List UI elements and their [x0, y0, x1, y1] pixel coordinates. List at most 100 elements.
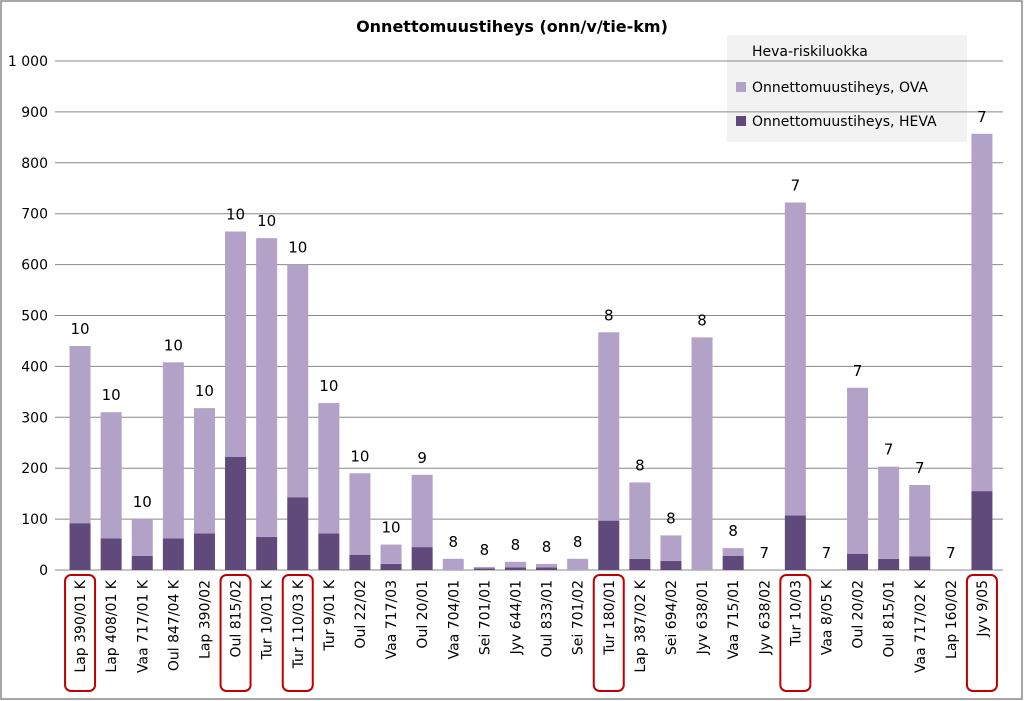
highlight-box [281, 574, 314, 692]
x-tick-label: Oul 815/02 [229, 580, 245, 658]
bar-segment [69, 523, 91, 570]
y-tick-label: 0 [39, 563, 48, 579]
bar-segment [722, 555, 744, 570]
bar-segment [598, 332, 620, 521]
x-tick-label: Lap 408/01 K [104, 579, 120, 672]
legend-label: Onnettomuustiheys, OVA [752, 80, 928, 96]
bar-segment [380, 544, 402, 564]
bar-segment [442, 558, 464, 570]
bar-segment [971, 491, 993, 570]
x-tick-label: Jyv 638/02 [757, 580, 773, 655]
risk-class-label: 7 [977, 108, 987, 126]
x-tick-label: Jyv 644/01 [508, 580, 524, 655]
risk-class-label: 8 [542, 538, 552, 556]
risk-class-label: 8 [635, 456, 645, 474]
bar-segment [504, 561, 526, 568]
risk-class-label: 10 [226, 206, 245, 224]
y-tick-label: 500 [21, 309, 48, 325]
risk-class-label: 7 [853, 362, 863, 380]
bar-segment [349, 554, 371, 570]
bar-segment [909, 556, 931, 570]
bar-segment [971, 133, 993, 492]
bar-segment [878, 558, 900, 570]
risk-class-label: 8 [728, 522, 738, 540]
highlight-box [64, 574, 97, 692]
legend-label: Onnettomuustiheys, HEVA [752, 114, 937, 130]
bar-segment [69, 346, 91, 524]
bar-segment [598, 520, 620, 570]
x-tick-label: Vaa 717/02 K [913, 579, 929, 673]
bar-segment [629, 558, 651, 570]
bar-segment [256, 536, 278, 570]
x-tick-label: Jyv 9/05 [975, 580, 991, 638]
y-tick-label: 800 [21, 156, 48, 172]
bar-segment [722, 548, 744, 556]
bar-segment [411, 547, 433, 570]
bar-segment [536, 563, 558, 568]
legend-swatch [736, 116, 746, 126]
risk-class-label: 7 [884, 441, 894, 459]
risk-class-label: 8 [448, 533, 458, 551]
legend-box [727, 35, 967, 142]
highlight-box [219, 574, 252, 692]
risk-class-label: 10 [350, 447, 369, 465]
bar-segment [287, 264, 309, 498]
bar-segment [349, 473, 371, 555]
bar-segment [504, 567, 526, 570]
bar-segment [100, 538, 122, 570]
x-tick-label: Oul 20/01 [415, 580, 431, 649]
risk-class-label: 10 [288, 239, 307, 257]
risk-class-label: 7 [915, 459, 925, 477]
y-tick-label: 200 [21, 461, 48, 477]
y-tick-label: 700 [21, 207, 48, 223]
risk-class-label: 8 [511, 536, 521, 554]
risk-class-label: 10 [382, 519, 401, 537]
bar-segment [536, 567, 558, 570]
x-tick-label: Lap 390/02 [197, 580, 213, 659]
bar-segment [318, 403, 340, 534]
bar-segment [193, 533, 215, 570]
bar-segment [660, 535, 682, 561]
x-tick-label: Tur 10/03 [788, 580, 804, 647]
bar-segment [287, 497, 309, 570]
x-tick-label: Jyv 638/01 [695, 580, 711, 655]
risk-class-label: 8 [666, 509, 676, 527]
bar-segment [878, 466, 900, 559]
risk-class-label: 8 [573, 533, 583, 551]
bar-segment [909, 484, 931, 557]
bar-segment [847, 387, 869, 554]
y-tick-label: 900 [21, 105, 48, 121]
bar-segment [162, 538, 184, 570]
x-tick-label: Sei 694/02 [664, 580, 680, 655]
risk-class-label: 10 [319, 377, 338, 395]
bar-segment [225, 457, 247, 570]
x-tick-label: Lap 387/02 K [633, 579, 649, 672]
x-tick-label: Tur 110/03 K [291, 579, 307, 669]
legend-swatch [736, 82, 746, 92]
x-tick-label: Vaa 8/05 K [819, 579, 835, 655]
x-tick-label: Vaa 717/01 K [135, 579, 151, 673]
x-tick-label: Tur 10/01 K [260, 579, 276, 660]
bar-segment [567, 558, 589, 570]
highlight-box [965, 574, 998, 692]
x-tick-label: Vaa 717/03 [384, 580, 400, 659]
bar-segment [473, 568, 495, 570]
x-tick-label: Oul 815/01 [882, 580, 898, 658]
bar-segment [784, 515, 806, 570]
bar-segment [473, 566, 495, 569]
bar-segment [847, 553, 869, 570]
x-tick-label: Oul 847/04 K [166, 579, 182, 671]
risk-class-label: 7 [759, 544, 769, 562]
bar-segment [162, 362, 184, 539]
bar-segment [131, 519, 153, 556]
risk-class-label: 8 [480, 541, 490, 559]
bar-segment [131, 555, 153, 570]
bar-segment [193, 408, 215, 534]
bar-segment [225, 231, 247, 458]
highlight-box [779, 574, 812, 692]
x-tick-label: Vaa 704/01 [446, 580, 462, 659]
bar-segment [691, 337, 713, 570]
bar-segment [100, 412, 122, 539]
y-tick-label: 400 [21, 359, 48, 375]
risk-class-label: 10 [133, 493, 152, 511]
